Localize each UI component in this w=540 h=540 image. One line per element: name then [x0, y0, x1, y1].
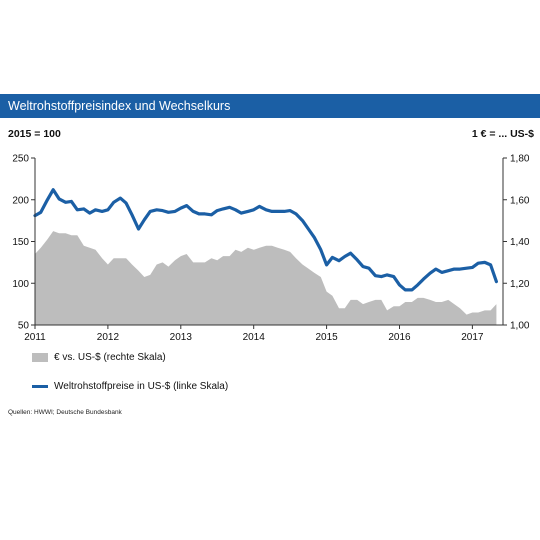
x-tick-label: 2012	[97, 332, 120, 343]
line-series-group	[33, 188, 498, 292]
x-tick-label: 2015	[315, 332, 338, 343]
legend-item-line: Weltrohstoffpreise in US-$ (linke Skala)	[32, 381, 228, 392]
legend-label-line: Weltrohstoffpreise in US-$ (linke Skala)	[54, 381, 229, 392]
right-tick-label: 1,20	[510, 279, 530, 290]
source-note: Quellen: HWWI; Deutsche Bundesbank	[8, 409, 122, 416]
chart-plot: 50 100 150 200 250 1,00 1,20 1,40 1,60 1,80 2011 20…	[12, 154, 530, 344]
legend-swatch-area	[32, 352, 48, 362]
x-tick-label: 2013	[170, 332, 193, 343]
x-tick-label: 2014	[243, 332, 266, 343]
left-tick-label: 50	[18, 321, 30, 332]
title-bar: Weltrohstoffpreisindex und Wechselkurs	[0, 94, 540, 118]
left-tick-label: 150	[12, 237, 29, 248]
chart-title: Weltrohstoffpreisindex und Wechselkurs	[8, 99, 231, 113]
legend-swatch-line	[32, 384, 48, 388]
line-series-commodity-prices	[33, 188, 498, 292]
x-tick-label: 2016	[388, 332, 411, 343]
right-tick-label: 1,00	[510, 321, 530, 332]
right-tick-label: 1,80	[510, 154, 530, 165]
left-tick-label: 250	[12, 154, 29, 165]
left-tick-label: 200	[12, 195, 29, 206]
right-axis-unit: 1 € = ... US-$	[471, 128, 534, 140]
x-tick-label: 2017	[461, 332, 484, 343]
left-tick-label: 100	[12, 279, 29, 290]
axes-group: 50 100 150 200 250 1,00 1,20 1,40 1,60 1,80 2011 20…	[12, 154, 530, 344]
left-axis-unit: 2015 = 100	[8, 128, 61, 140]
area-series-euro-usd	[35, 231, 497, 325]
right-tick-label: 1,60	[510, 195, 530, 206]
x-tick-label: 2011	[24, 332, 46, 343]
right-tick-label: 1,40	[510, 237, 530, 248]
area-series-group	[35, 231, 497, 325]
legend-item-area: € vs. US-$ (rechte Skala)	[32, 352, 166, 363]
legend-label-area: € vs. US-$ (rechte Skala)	[54, 352, 166, 363]
